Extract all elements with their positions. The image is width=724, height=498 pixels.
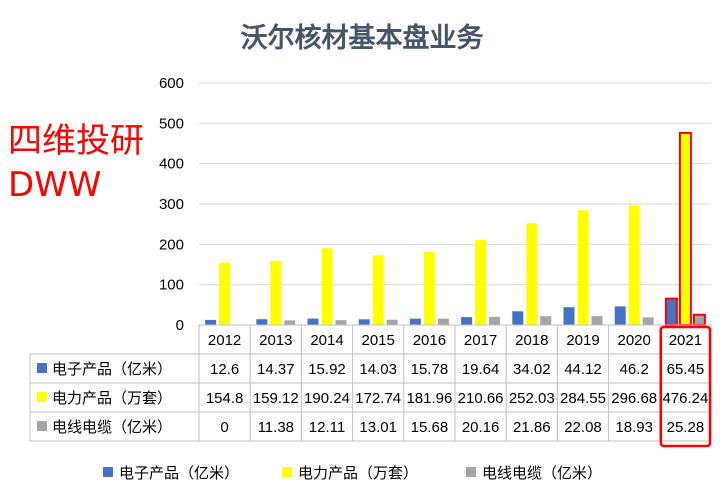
- bar: [692, 313, 706, 327]
- bar: [386, 319, 398, 325]
- x-tick-label: 2020: [618, 332, 651, 349]
- bar: [256, 319, 268, 325]
- bars: [205, 131, 706, 327]
- x-tick-label: 2015: [362, 332, 395, 349]
- bar: [409, 318, 421, 325]
- data-label: 252.03: [509, 390, 555, 407]
- data-label: 19.64: [462, 361, 500, 378]
- bar: [205, 319, 217, 325]
- legend-key: [466, 467, 476, 477]
- data-label: 11.38: [258, 419, 294, 436]
- bar: [642, 317, 654, 325]
- data-label: 65.45: [667, 361, 705, 378]
- bar: [270, 260, 282, 325]
- data-label: 18.93: [615, 419, 653, 436]
- table-row-label: 电子产品（亿米）: [52, 360, 172, 378]
- bar: [219, 262, 231, 325]
- chart-title: 沃尔核材基本盘业务: [241, 22, 484, 54]
- x-tick-label: 2018: [515, 332, 548, 349]
- data-label: 20.16: [462, 419, 500, 436]
- y-axis-ticks: 0 100 200 300 400 500 600: [159, 75, 184, 334]
- data-label: 284.55: [560, 390, 606, 407]
- watermark-line1: 四维投研: [8, 121, 144, 161]
- table-legend-key: [37, 363, 47, 373]
- y-tick-label: 200: [159, 236, 184, 253]
- data-label: 46.2: [620, 361, 649, 378]
- bar: [461, 317, 473, 325]
- table-legend-key: [37, 392, 47, 402]
- bar: [284, 320, 296, 325]
- legend-label: 电子产品（亿米）: [119, 464, 239, 482]
- data-label: 12.11: [309, 419, 345, 436]
- bar: [540, 316, 552, 325]
- x-tick-label: 2016: [413, 332, 446, 349]
- watermark-line2: DWW: [8, 165, 101, 205]
- table-legend-key: [37, 421, 47, 431]
- x-tick-label: 2019: [566, 332, 599, 349]
- data-table: 2012 2013 2014 2015 2016 2017 2018 2019 2020 2021…: [29, 324, 712, 442]
- x-tick-label: 2021: [669, 332, 702, 349]
- highlight-rect: [659, 325, 712, 448]
- bar: [475, 240, 487, 325]
- y-tick-label: 0: [176, 317, 184, 334]
- data-label: 44.12: [564, 361, 602, 378]
- x-tick-label: 2013: [259, 332, 292, 349]
- bar: [628, 205, 640, 325]
- data-label: 22.08: [564, 419, 602, 436]
- data-label: 296.68: [611, 390, 657, 407]
- x-tick-label: 2012: [208, 332, 241, 349]
- bar: [526, 223, 538, 325]
- bar: [335, 320, 347, 325]
- bar: [678, 131, 692, 326]
- y-tick-label: 500: [159, 115, 184, 132]
- data-label: 159.12: [253, 390, 299, 407]
- bar: [307, 318, 319, 325]
- bar: [372, 255, 384, 325]
- data-label: 190.24: [304, 390, 350, 407]
- data-label: 172.74: [355, 390, 401, 407]
- y-tick-label: 300: [159, 196, 184, 213]
- data-label: 154.8: [206, 390, 244, 407]
- data-label: 210.66: [458, 390, 504, 407]
- x-tick-label: 2014: [310, 332, 343, 349]
- table-row-label: 电线电缆（亿米）: [52, 418, 172, 436]
- data-label: 15.92: [308, 361, 346, 378]
- legend-key: [282, 467, 292, 477]
- legend: 电子产品（亿米） 电力产品（万套） 电线电缆（亿米）: [103, 464, 602, 482]
- data-label: 15.78: [411, 361, 449, 378]
- bar: [614, 306, 626, 325]
- table-row-label: 电力产品（万套）: [52, 389, 172, 407]
- data-label: 14.37: [257, 361, 295, 378]
- data-label: 13.01: [359, 419, 397, 436]
- legend-label: 电线电缆（亿米）: [482, 464, 602, 482]
- bar: [664, 297, 678, 327]
- x-tick-label: 2017: [464, 332, 497, 349]
- bar: [563, 307, 575, 325]
- y-tick-label: 400: [159, 156, 184, 173]
- y-tick-label: 600: [159, 75, 184, 92]
- data-label: 25.28: [667, 419, 705, 436]
- bar: [489, 316, 501, 325]
- data-label: 12.6: [210, 361, 239, 378]
- data-label: 21.86: [513, 419, 551, 436]
- legend-key: [103, 467, 113, 477]
- data-label: 0: [220, 419, 228, 436]
- data-label: 476.24: [662, 390, 708, 407]
- legend-label: 电力产品（万套）: [298, 464, 418, 482]
- data-label: 181.96: [406, 390, 452, 407]
- bar: [437, 318, 449, 325]
- bar: [321, 248, 333, 325]
- bar: [512, 311, 524, 325]
- data-label: 15.68: [411, 419, 449, 436]
- bar: [423, 251, 435, 325]
- bar: [577, 210, 589, 325]
- gridlines: [199, 82, 711, 326]
- data-label: 14.03: [359, 361, 397, 378]
- data-label: 34.02: [513, 361, 551, 378]
- bar: [591, 316, 603, 325]
- highlight-box: [659, 325, 712, 448]
- bar: [358, 319, 370, 325]
- y-tick-label: 100: [159, 277, 184, 294]
